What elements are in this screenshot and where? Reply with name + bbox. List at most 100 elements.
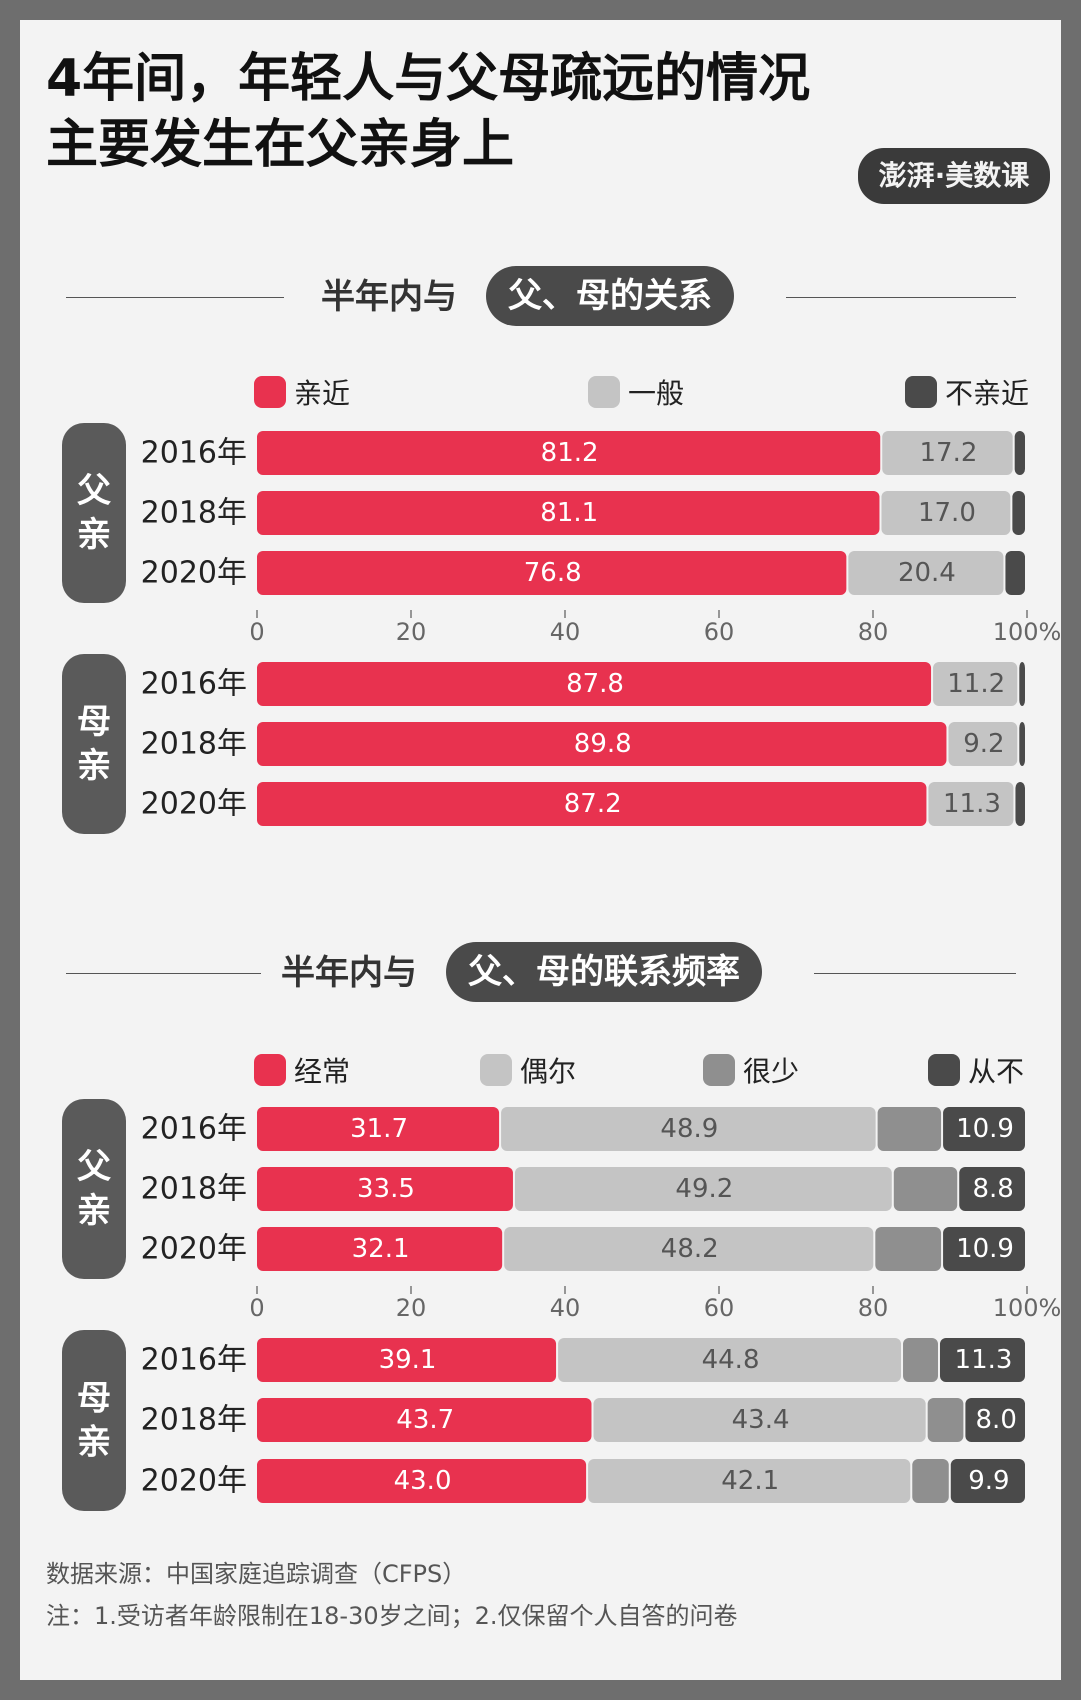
row-year-label: 2018年 [141,727,247,762]
page-title: 4年间，年轻人与父母疏远的情况 主要发生在父亲身上 [46,46,866,178]
heading-rule-left [66,297,284,298]
data-label: 8.8 [972,1174,1013,1204]
data-label: 33.5 [357,1174,415,1204]
data-label: 17.2 [920,438,978,468]
bar-segment [1005,551,1025,595]
data-label: 9.2 [963,729,1004,759]
bar-segment [848,551,1004,595]
bar-segment [881,491,1011,535]
legend-swatch-dark [928,1054,960,1086]
data-label: 10.9 [956,1234,1014,1264]
legend-relationship: 亲近 一般 不亲近 [0,372,1081,412]
row-year-label: 2016年 [141,1343,247,1378]
group-pill [62,1330,126,1511]
group-label: 父 [77,471,111,511]
data-label: 11.3 [943,789,1001,819]
legend-label: 很少 [743,1055,800,1088]
group-pill [62,654,126,834]
row-year-label: 2020年 [141,556,247,591]
legend-swatch-red [254,376,286,408]
heading-rule-right [786,297,1016,298]
bar-segment [1015,782,1025,826]
legend-item-average: 一般 [588,372,684,412]
footnote: 注：1.受访者年龄限制在18-30岁之间；2.仅保留个人自答的问卷 [46,1602,738,1630]
bar-segment [257,491,880,535]
legend-item-occasionally: 偶尔 [480,1050,576,1090]
legend-swatch-red [254,1054,286,1086]
tick-label: 100% [993,618,1062,646]
tick-label: 100% [993,1294,1062,1322]
section-heading-contact: 半年内与 父、母的联系频率 [46,938,1016,1008]
data-label: 89.8 [574,729,632,759]
bar-segment [928,782,1014,826]
data-label: 10.9 [956,1114,1014,1144]
group-label: 亲 [77,746,111,786]
data-label: 43.7 [396,1405,454,1435]
data-label: 43.0 [394,1466,452,1496]
data-label: 9.9 [968,1466,1009,1496]
bar-segment [514,1167,892,1211]
tick-label: 40 [550,1294,581,1322]
bar-segment [257,662,932,706]
row-year-label: 2020年 [141,1232,247,1267]
tick-label: 40 [550,618,581,646]
heading-rule-right [814,973,1016,974]
group-label: 母 [77,1379,111,1419]
legend-label: 偶尔 [520,1055,577,1088]
data-label: 48.9 [660,1114,718,1144]
legend-label: 不亲近 [945,377,1030,410]
group-label: 母 [77,702,111,742]
row-year-label: 2020年 [141,787,247,822]
legend-item-never: 从不 [928,1050,1024,1090]
bar-segment [1019,722,1025,766]
heading-prefix: 半年内与 [281,953,417,993]
bar-segment [501,1107,876,1151]
chart-contact: 父亲 2016年 31.7 48.9 10.9 2018年 33.5 49.2 8.8 2020年… [62,1099,1062,1511]
data-source: 数据来源：中国家庭追踪调查（CFPS） [46,1560,467,1588]
heading-highlight: 父、母的关系 [486,266,734,326]
group-label: 父 [77,1147,111,1187]
legend-label: 从不 [968,1055,1025,1088]
tick-label: 60 [704,1294,735,1322]
bar-segment [875,1227,942,1271]
tick-label: 80 [858,618,889,646]
data-label: 48.2 [661,1234,719,1264]
heading-rule-left [66,973,261,974]
bar-segment [257,722,947,766]
legend-swatch-light [480,1054,512,1086]
bar-segment [927,1398,964,1442]
bar-segment [948,722,1018,766]
bar-segment [912,1459,949,1503]
data-label: 20.4 [898,558,956,588]
bar-segment [257,782,927,826]
bar-segment [257,1459,587,1503]
group-label: 亲 [77,1423,111,1463]
legend-item-rarely: 很少 [703,1050,799,1090]
tick-label: 80 [858,1294,889,1322]
row-year-label: 2018年 [141,1403,247,1438]
tick-label: 20 [396,618,427,646]
bar-segment [959,1167,1025,1211]
row-year-label: 2018年 [141,1172,247,1207]
bar-segment [257,1227,503,1271]
chart-relationship: 父亲 2016年 81.2 17.2 2018年 81.1 17.0 2020年 76.8 20.… [62,423,1062,834]
legend-swatch-mid [703,1054,735,1086]
bar-segment [257,1107,500,1151]
bar-segment [257,1338,557,1382]
data-label: 81.1 [540,498,598,528]
data-label: 44.8 [702,1345,760,1375]
data-label: 17.0 [918,498,976,528]
data-label: 39.1 [379,1345,437,1375]
bar-segment [257,1398,592,1442]
legend-label: 一般 [628,377,685,410]
bar-segment [593,1398,926,1442]
group-label: 亲 [77,1191,111,1231]
section-heading-relationship: 半年内与 父、母的关系 [46,262,1016,332]
data-label: 42.1 [721,1466,779,1496]
row-year-label: 2016年 [141,667,247,702]
data-label: 43.4 [732,1405,790,1435]
data-label: 31.7 [350,1114,408,1144]
tick-label: 20 [396,1294,427,1322]
bar-segment [257,431,881,475]
data-label: 11.3 [955,1345,1013,1375]
